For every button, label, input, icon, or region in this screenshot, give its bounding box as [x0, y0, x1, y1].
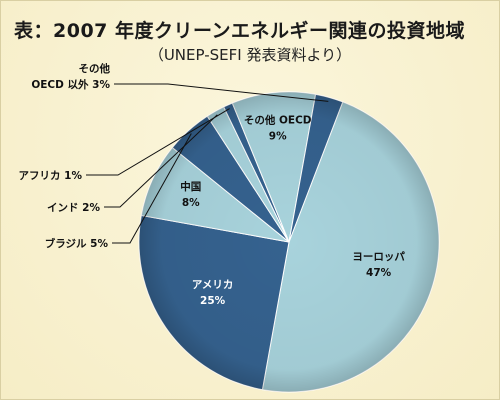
slice-label: ヨーロッパ 47% [352, 251, 405, 279]
slice-label: その他 OECD 以外 3% [31, 62, 110, 91]
leader-line [114, 83, 329, 102]
slice-label: インド 2% [47, 202, 100, 214]
slice-label: アメリカ 25% [192, 279, 233, 307]
leader-line [104, 114, 218, 208]
leader-line [86, 108, 230, 176]
chart-subtitle: （UNEP-SEFI 発表資料より） [148, 46, 352, 64]
slice-label: 中国 8% [180, 180, 201, 209]
slice-label: ブラジル 5% [45, 237, 109, 250]
leader-line [112, 133, 192, 244]
slice-label: アフリカ 1% [19, 170, 83, 182]
slice-label: その他 OECD 9% [244, 114, 312, 143]
chart-title: 表：2007 年度クリーンエネルギー関連の投資地域 [14, 20, 466, 42]
